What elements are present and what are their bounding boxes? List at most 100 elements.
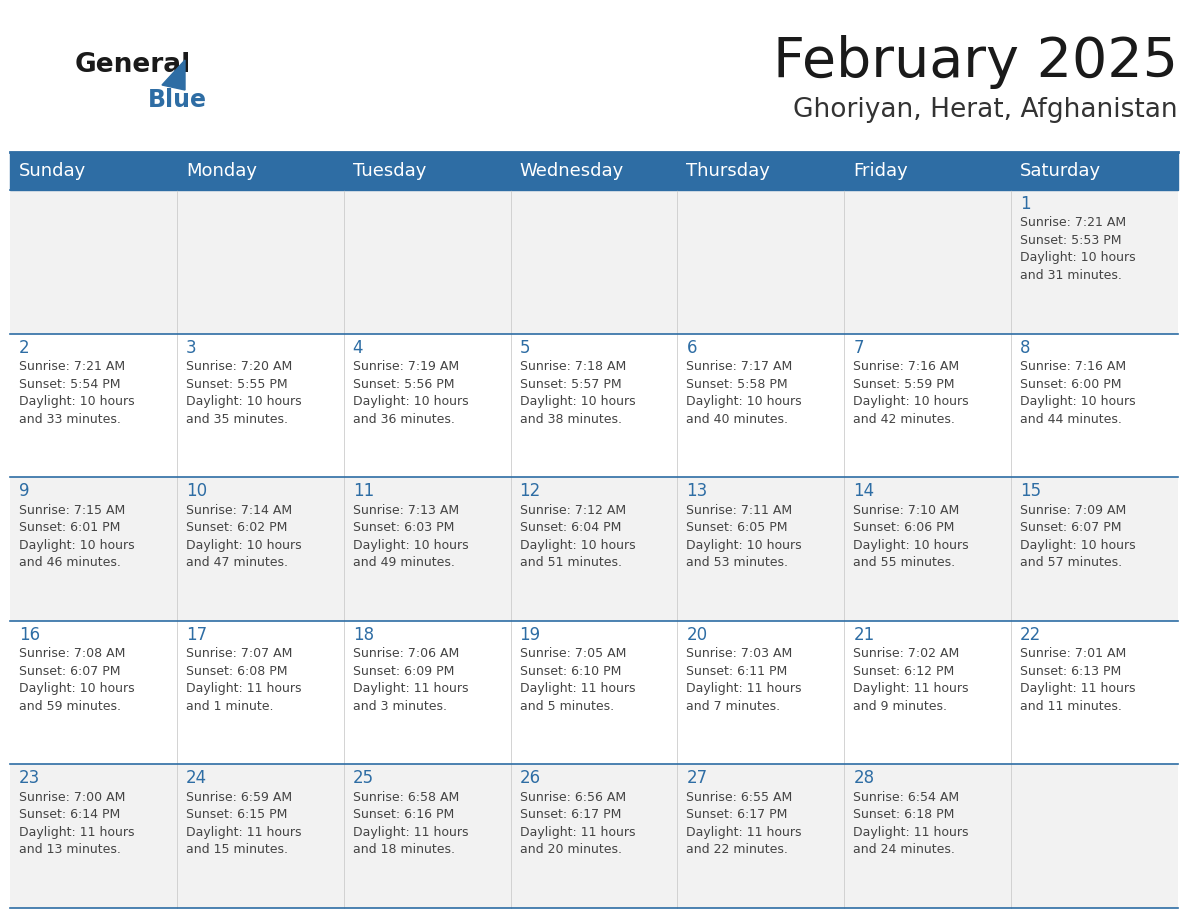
Text: Daylight: 10 hours: Daylight: 10 hours <box>353 395 468 409</box>
Bar <box>677 477 845 621</box>
Text: Daylight: 10 hours: Daylight: 10 hours <box>353 539 468 552</box>
Text: 10: 10 <box>185 482 207 500</box>
Text: and 15 minutes.: and 15 minutes. <box>185 844 287 856</box>
Text: Daylight: 11 hours: Daylight: 11 hours <box>19 826 134 839</box>
Text: Sunrise: 6:56 AM: Sunrise: 6:56 AM <box>519 791 626 804</box>
Text: and 47 minutes.: and 47 minutes. <box>185 556 287 569</box>
Text: Sunset: 6:12 PM: Sunset: 6:12 PM <box>853 665 954 677</box>
Bar <box>511 190 677 333</box>
Text: Sunset: 5:59 PM: Sunset: 5:59 PM <box>853 377 955 390</box>
Bar <box>10 152 177 190</box>
Bar <box>343 621 511 765</box>
Text: 27: 27 <box>687 769 708 788</box>
Text: Sunday: Sunday <box>19 162 87 180</box>
Text: Sunrise: 7:18 AM: Sunrise: 7:18 AM <box>519 360 626 373</box>
Text: Daylight: 10 hours: Daylight: 10 hours <box>1020 395 1136 409</box>
Text: and 49 minutes.: and 49 minutes. <box>353 556 455 569</box>
Bar <box>343 152 511 190</box>
Text: Sunset: 6:17 PM: Sunset: 6:17 PM <box>687 809 788 822</box>
Text: Daylight: 10 hours: Daylight: 10 hours <box>853 539 969 552</box>
Bar <box>10 765 177 908</box>
Text: Daylight: 10 hours: Daylight: 10 hours <box>687 539 802 552</box>
Text: Sunrise: 7:02 AM: Sunrise: 7:02 AM <box>853 647 960 660</box>
Text: Sunrise: 7:09 AM: Sunrise: 7:09 AM <box>1020 504 1126 517</box>
Bar <box>343 333 511 477</box>
Bar <box>511 477 677 621</box>
Text: and 3 minutes.: and 3 minutes. <box>353 700 447 712</box>
Text: Sunset: 5:57 PM: Sunset: 5:57 PM <box>519 377 621 390</box>
Text: Sunset: 6:17 PM: Sunset: 6:17 PM <box>519 809 621 822</box>
Text: Thursday: Thursday <box>687 162 770 180</box>
Text: Sunrise: 7:08 AM: Sunrise: 7:08 AM <box>19 647 126 660</box>
Text: Sunrise: 7:14 AM: Sunrise: 7:14 AM <box>185 504 292 517</box>
Text: and 11 minutes.: and 11 minutes. <box>1020 700 1121 712</box>
Text: General: General <box>75 52 191 78</box>
Text: Sunset: 5:55 PM: Sunset: 5:55 PM <box>185 377 287 390</box>
Text: and 55 minutes.: and 55 minutes. <box>853 556 955 569</box>
Text: Sunrise: 7:13 AM: Sunrise: 7:13 AM <box>353 504 459 517</box>
Bar <box>677 190 845 333</box>
Bar <box>677 621 845 765</box>
Bar <box>10 190 177 333</box>
Text: and 5 minutes.: and 5 minutes. <box>519 700 614 712</box>
Text: Sunrise: 7:03 AM: Sunrise: 7:03 AM <box>687 647 792 660</box>
Bar <box>10 621 177 765</box>
Text: Sunset: 6:14 PM: Sunset: 6:14 PM <box>19 809 120 822</box>
Text: Daylight: 11 hours: Daylight: 11 hours <box>519 682 636 695</box>
Text: Sunset: 6:15 PM: Sunset: 6:15 PM <box>185 809 287 822</box>
Text: 24: 24 <box>185 769 207 788</box>
Text: Sunrise: 7:16 AM: Sunrise: 7:16 AM <box>853 360 960 373</box>
Text: and 1 minute.: and 1 minute. <box>185 700 273 712</box>
Text: 15: 15 <box>1020 482 1041 500</box>
Text: Sunset: 6:10 PM: Sunset: 6:10 PM <box>519 665 621 677</box>
Text: Sunrise: 7:10 AM: Sunrise: 7:10 AM <box>853 504 960 517</box>
Text: Sunrise: 6:58 AM: Sunrise: 6:58 AM <box>353 791 459 804</box>
Bar <box>343 477 511 621</box>
Text: 20: 20 <box>687 626 708 644</box>
Text: and 40 minutes.: and 40 minutes. <box>687 412 789 426</box>
Bar <box>845 765 1011 908</box>
Text: 18: 18 <box>353 626 374 644</box>
Text: Sunrise: 6:55 AM: Sunrise: 6:55 AM <box>687 791 792 804</box>
Text: Sunrise: 6:59 AM: Sunrise: 6:59 AM <box>185 791 292 804</box>
Text: and 35 minutes.: and 35 minutes. <box>185 412 287 426</box>
Bar <box>511 152 677 190</box>
Bar <box>10 333 177 477</box>
Text: Sunset: 5:56 PM: Sunset: 5:56 PM <box>353 377 454 390</box>
Text: 28: 28 <box>853 769 874 788</box>
Bar <box>845 190 1011 333</box>
Bar <box>1011 621 1178 765</box>
Text: Sunset: 6:07 PM: Sunset: 6:07 PM <box>19 665 120 677</box>
Text: and 42 minutes.: and 42 minutes. <box>853 412 955 426</box>
Text: Daylight: 11 hours: Daylight: 11 hours <box>687 826 802 839</box>
Text: Saturday: Saturday <box>1020 162 1101 180</box>
Text: and 36 minutes.: and 36 minutes. <box>353 412 455 426</box>
Text: and 24 minutes.: and 24 minutes. <box>853 844 955 856</box>
Text: 22: 22 <box>1020 626 1042 644</box>
Text: and 38 minutes.: and 38 minutes. <box>519 412 621 426</box>
Text: Sunset: 5:54 PM: Sunset: 5:54 PM <box>19 377 120 390</box>
Text: Daylight: 10 hours: Daylight: 10 hours <box>185 539 302 552</box>
Text: Sunrise: 7:19 AM: Sunrise: 7:19 AM <box>353 360 459 373</box>
Text: 21: 21 <box>853 626 874 644</box>
Text: Daylight: 11 hours: Daylight: 11 hours <box>687 682 802 695</box>
Text: Sunrise: 7:01 AM: Sunrise: 7:01 AM <box>1020 647 1126 660</box>
Bar <box>1011 333 1178 477</box>
Text: Sunset: 5:58 PM: Sunset: 5:58 PM <box>687 377 788 390</box>
Text: 11: 11 <box>353 482 374 500</box>
Text: and 20 minutes.: and 20 minutes. <box>519 844 621 856</box>
Text: Sunset: 6:11 PM: Sunset: 6:11 PM <box>687 665 788 677</box>
Bar <box>177 190 343 333</box>
Text: 23: 23 <box>19 769 40 788</box>
Text: 19: 19 <box>519 626 541 644</box>
Text: Daylight: 11 hours: Daylight: 11 hours <box>1020 682 1136 695</box>
Text: Blue: Blue <box>148 88 207 112</box>
Text: Sunrise: 7:07 AM: Sunrise: 7:07 AM <box>185 647 292 660</box>
Text: Monday: Monday <box>185 162 257 180</box>
Text: Sunset: 6:04 PM: Sunset: 6:04 PM <box>519 521 621 534</box>
Text: Sunrise: 7:05 AM: Sunrise: 7:05 AM <box>519 647 626 660</box>
Text: February 2025: February 2025 <box>773 35 1178 89</box>
Bar <box>177 621 343 765</box>
Text: Sunset: 6:16 PM: Sunset: 6:16 PM <box>353 809 454 822</box>
Text: and 44 minutes.: and 44 minutes. <box>1020 412 1121 426</box>
